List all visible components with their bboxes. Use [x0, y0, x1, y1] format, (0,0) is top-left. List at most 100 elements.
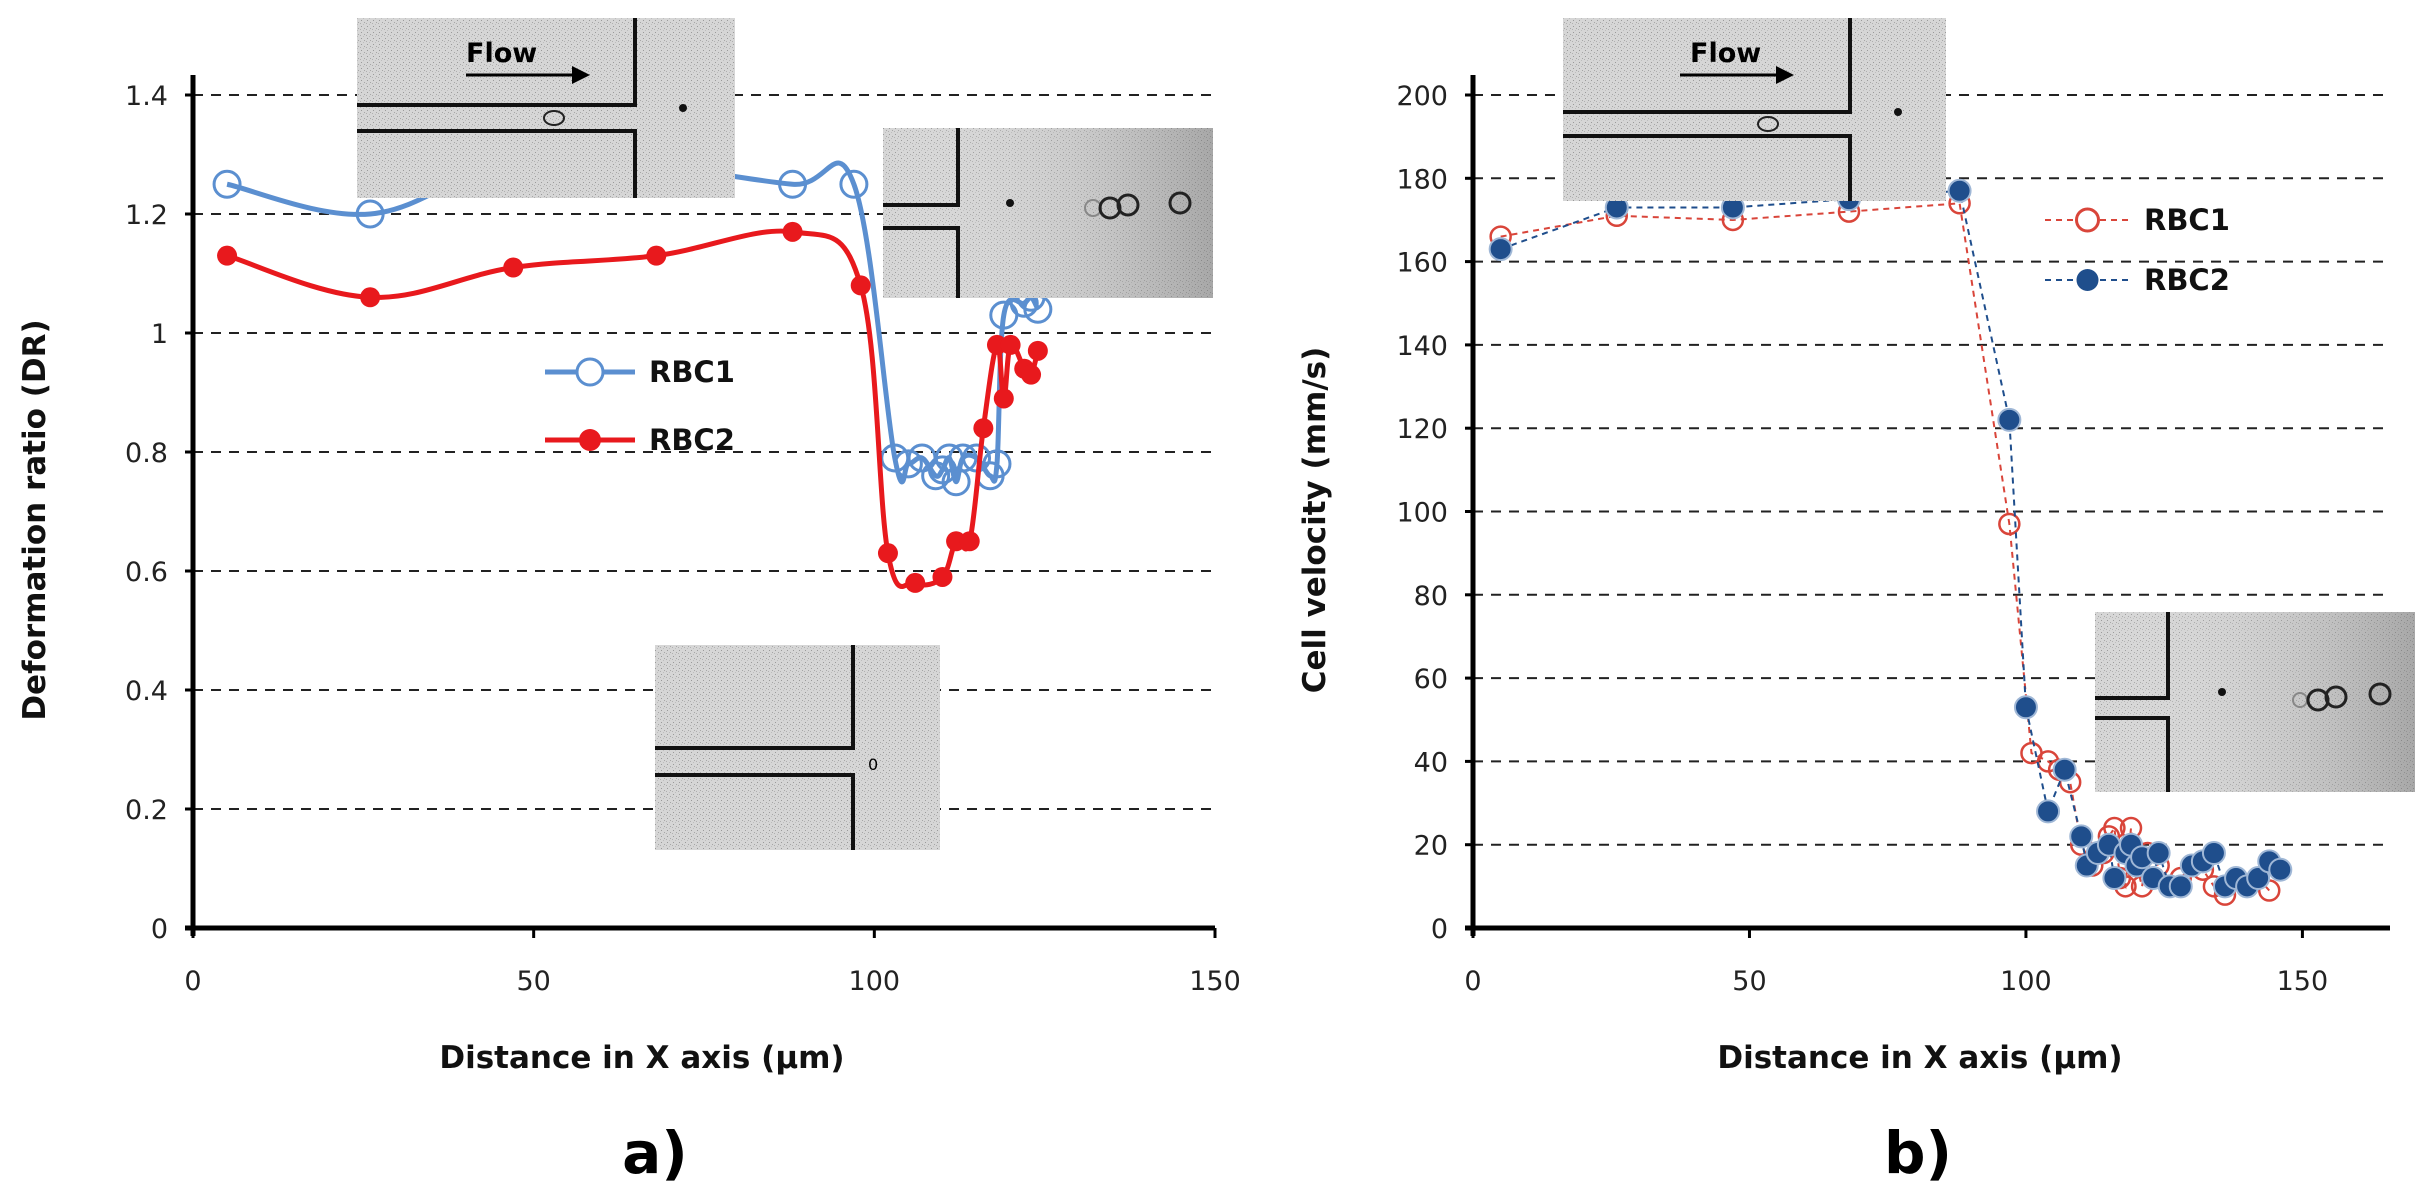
panel-b-x-tick-label: 150 [2277, 966, 2329, 997]
panel-b-y-tick-label: 20 [1414, 831, 1448, 862]
panel-b-legend-rbc2-label: RBC2 [2144, 263, 2230, 297]
panel-a-flow-label: Flow [466, 38, 537, 69]
panel-a-rbc1-point [1023, 294, 1053, 324]
panel-a-x-tick-label: 50 [516, 966, 550, 997]
panel-a-legend-rbc2-marker [579, 429, 601, 451]
panel-b-inlet-flow-image: Flow [1563, 18, 1946, 201]
panel-b-rbc2-point [1947, 178, 1972, 203]
panel-a-rbc1-point [778, 169, 808, 199]
panel-a-y-tick-label: 0.6 [125, 557, 168, 588]
panel-a-rbc1-point [948, 443, 978, 473]
panel-b-y-tick-label: 60 [1414, 664, 1448, 695]
panel-b-y-axis-label: Cell velocity (mm/s) [1297, 347, 1333, 694]
panel-a-legend: RBC1 RBC2 [545, 355, 735, 457]
panel-a-rbc2-point [360, 287, 381, 308]
panel-b-y-tick-label: 40 [1414, 747, 1448, 778]
panel-a-series [212, 145, 1053, 593]
panel-b-axes [1465, 75, 2390, 938]
panel-a-rbc1-point [839, 169, 869, 199]
panel-a-rbc2-point [782, 221, 803, 242]
panel-a-legend-rbc1-marker [575, 357, 605, 387]
panel-b-label: b) [1884, 1119, 1952, 1187]
panel-a-rbc2-point [1000, 334, 1021, 355]
panel-b-tick-labels: 0 20 40 60 80 100 120 140 160 180 200 0 50 100 150 [1396, 81, 2328, 997]
panel-a-tick-labels: 0 0.2 0.4 0.6 0.8 1 1.2 1.4 0 50 100 150 [125, 81, 1241, 997]
panel-a-y-tick-label: 1 [151, 319, 168, 350]
panel-b-rbc2-point [2036, 799, 2061, 824]
panel-a-y-axis-label: Deformation ratio (DR) [17, 319, 53, 720]
panel-a-chart: 0 0.2 0.4 0.6 0.8 1 1.2 1.4 0 50 100 150 Distance i… [17, 18, 1241, 1187]
panel-a-label: a) [622, 1119, 688, 1187]
panel-b-rbc2-point [2069, 824, 2094, 849]
panel-a-y-tick-label: 0.2 [125, 795, 168, 826]
panel-b-x-tick-label: 0 [1464, 966, 1481, 997]
panel-b-flow-label: Flow [1690, 38, 1761, 69]
panel-a-x-tick-label: 0 [184, 966, 201, 997]
panel-a-axes [185, 75, 1217, 938]
panel-a-y-tick-label: 1.2 [125, 200, 168, 231]
panel-b-rbc2-point [2201, 841, 2226, 866]
panel-a-rbc2-point [217, 245, 238, 266]
panel-a-y-tick-label: 0 [151, 914, 168, 945]
panel-a-rbc1-point [982, 449, 1012, 479]
panel-a-rbc2-point [850, 275, 871, 296]
panel-b-y-tick-label: 0 [1431, 914, 1448, 945]
panel-b-rbc2-point [2146, 841, 2171, 866]
panel-b-y-tick-label: 80 [1414, 581, 1448, 612]
panel-a-rbc1-point [893, 449, 923, 479]
panel-a-legend-rbc1-label: RBC1 [649, 355, 735, 389]
panel-b-rbc2-point [2102, 866, 2127, 891]
panel-a-rbc2-point [1021, 364, 1042, 385]
panel-b-x-tick-label: 100 [2000, 966, 2052, 997]
panel-b-legend-rbc1-marker [2075, 207, 2100, 233]
panel-b-y-tick-label: 120 [1396, 414, 1448, 445]
panel-b-rbc2-point [1488, 237, 1513, 262]
panel-a-outlet-cells-image [883, 128, 1213, 298]
panel-b-y-tick-label: 140 [1396, 331, 1448, 362]
panel-b-rbc2-point [2052, 757, 2077, 782]
panel-a-y-tick-label: 0.8 [125, 438, 168, 469]
panel-a-x-axis-label: Distance in X axis (µm) [439, 1040, 844, 1076]
panel-b-y-tick-label: 200 [1396, 81, 1448, 112]
panel-b-chart: 0 20 40 60 80 100 120 140 160 180 200 0 50 100 150 Dis… [1297, 18, 2415, 1187]
panel-b-y-tick-label: 160 [1396, 248, 1448, 279]
panel-a-rbc2-point [646, 245, 667, 266]
panel-b-rbc2-point [2268, 857, 2293, 882]
panel-a-rbc2-point [1027, 340, 1048, 361]
panel-a-rbc1-point [355, 199, 385, 229]
panel-a-y-tick-label: 1.4 [125, 81, 168, 112]
panel-a-rbc2-point [959, 531, 980, 552]
panel-a-rbc2-point [993, 388, 1014, 409]
panel-b-rbc2-point [2168, 874, 2193, 899]
panel-b-rbc2-point [1997, 407, 2022, 432]
panel-a-rbc2-point [973, 418, 994, 439]
panel-a-y-tick-label: 0.4 [125, 676, 168, 707]
panel-b-x-axis-label: Distance in X axis (µm) [1717, 1040, 2122, 1076]
panel-b-y-tick-label: 180 [1396, 164, 1448, 195]
panel-a-corner-cell-image: 0 [655, 645, 940, 850]
panel-a-inlet-flow-image: Flow [357, 18, 735, 198]
panel-b-rbc2-point [2246, 866, 2271, 891]
panel-a-rbc2-point [877, 543, 898, 564]
panel-b-legend-rbc1-label: RBC1 [2144, 203, 2230, 237]
panel-a-legend-rbc2-label: RBC2 [649, 423, 735, 457]
panel-a-rbc2-point [905, 572, 926, 593]
panel-b-y-tick-label: 100 [1396, 498, 1448, 529]
panel-b-rbc1-line [1500, 202, 2270, 897]
panel-a-rbc1-point [941, 467, 971, 497]
panel-b-legend: RBC1 RBC2 [2045, 203, 2230, 297]
panel-a-rbc2-point [932, 566, 953, 587]
panel-b-x-tick-label: 50 [1732, 966, 1766, 997]
flow-arrowhead-icon [1776, 66, 1794, 84]
panel-a-rbc1-point [212, 169, 242, 199]
panel-b-legend-rbc2-marker [2076, 269, 2099, 291]
panel-a-corner-cell-mark: 0 [868, 755, 878, 774]
flow-arrowhead-icon [572, 66, 590, 84]
panel-b-rbc2-point [2013, 695, 2038, 720]
panel-b-rbc1-point [1998, 512, 2021, 536]
panel-a-x-tick-label: 100 [849, 966, 901, 997]
panel-b-outlet-cells-image [2095, 612, 2415, 792]
panel-a-rbc2-point [503, 257, 524, 278]
panel-a-x-tick-label: 150 [1189, 966, 1241, 997]
